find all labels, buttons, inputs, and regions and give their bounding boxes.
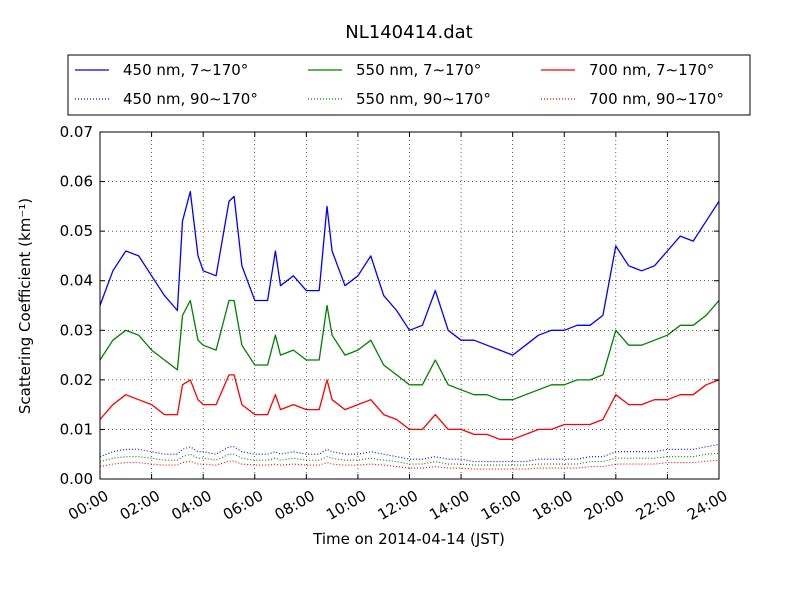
x-axis-title: Time on 2014-04-14 (JST) bbox=[312, 530, 505, 548]
legend-label: 700 nm, 90∼170° bbox=[589, 90, 724, 108]
series-line bbox=[99, 299, 720, 401]
chart-title: NL140414.dat bbox=[345, 22, 472, 43]
series-line bbox=[99, 374, 720, 440]
y-tick-label: 0.01 bbox=[60, 420, 93, 438]
series-line bbox=[99, 190, 720, 356]
legend-box bbox=[67, 54, 751, 116]
y-axis-title: Scattering Coefficient (km⁻¹) bbox=[16, 198, 34, 414]
y-tick-label: 0.00 bbox=[60, 470, 93, 488]
plot-area bbox=[99, 190, 720, 470]
legend-label: 550 nm, 7∼170° bbox=[356, 61, 481, 79]
y-tick-label: 0.06 bbox=[60, 173, 93, 191]
y-tick-label: 0.03 bbox=[60, 321, 93, 339]
series-line bbox=[99, 452, 720, 466]
y-tick-label: 0.04 bbox=[60, 272, 93, 290]
y-tick-label: 0.02 bbox=[60, 371, 93, 389]
legend-label: 700 nm, 7∼170° bbox=[589, 61, 714, 79]
legend-label: 550 nm, 90∼170° bbox=[356, 90, 491, 108]
y-axis: 0.00 0.01 0.02 0.03 0.04 0.05 0.06 0.07 bbox=[60, 123, 719, 488]
legend: 450 nm, 7∼170° 550 nm, 7∼170° 700 nm, 7∼17… bbox=[67, 54, 751, 116]
legend-label: 450 nm, 90∼170° bbox=[123, 90, 258, 108]
y-tick-label: 0.05 bbox=[60, 222, 93, 240]
y-tick-label: 0.07 bbox=[60, 123, 93, 141]
legend-label: 450 nm, 7∼170° bbox=[123, 61, 248, 79]
